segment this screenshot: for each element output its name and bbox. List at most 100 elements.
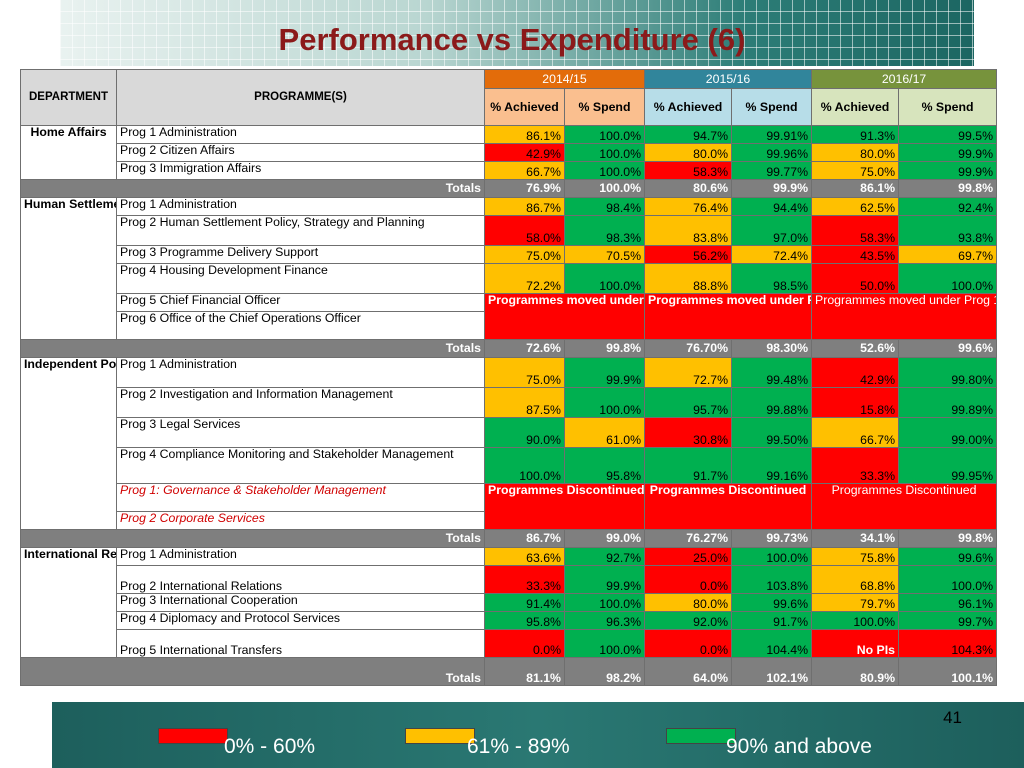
spend-header: % Spend [898,88,998,126]
legend-swatch-red [158,728,228,744]
value-cell: 100.0% [563,125,646,144]
value-cell: 61.0% [563,417,646,448]
performance-table: DEPARTMENT PROGRAMME(S) 2014/15 2015/16 … [20,69,998,686]
value-cell: 99.9% [898,143,998,162]
value-cell: 98.3% [563,215,646,246]
table-row: Prog 4 Compliance Monitoring and Stakeho… [21,447,998,484]
value-cell: 98.5% [731,263,813,294]
value-cell: 50.0% [811,263,900,294]
value-cell: 100.0% [811,611,900,630]
value-cell: 66.7% [484,161,565,180]
value-cell: 0.0% [644,565,733,594]
spend-header: % Spend [563,88,646,126]
value-cell: 56.2% [644,245,733,264]
legend-label: 61% - 89% [467,735,570,758]
page-number: 41 [943,708,962,727]
value-cell: 99.48% [731,357,813,388]
discontinued-note: Programmes Discontinued [811,483,998,530]
value-cell: 99.77% [731,161,813,180]
value-cell: 94.7% [644,125,733,144]
totals-label: Totals [20,657,485,686]
legend-swatch-green [666,728,736,744]
total-cell: 80.6% [644,179,733,198]
legend-item-green: 90% and above [666,728,882,760]
value-cell: 99.9% [563,565,646,594]
programme-cell: Prog 4 Housing Development Finance [116,263,485,294]
value-cell: 100.0% [563,387,646,418]
value-cell: 99.5% [898,125,998,144]
value-cell: 42.9% [811,357,900,388]
totals-label: Totals [20,179,485,198]
value-cell: 99.6% [731,593,813,612]
value-cell: 100.0% [731,547,813,566]
table-row: Prog 5 Chief Financial Officer Programme… [21,293,998,340]
value-cell: 92.0% [644,611,733,630]
total-cell: 98.30% [731,339,813,358]
value-cell: 58.3% [811,215,900,246]
value-cell: 0.0% [484,629,565,658]
total-cell: 52.6% [811,339,900,358]
value-cell: 66.7% [811,417,900,448]
programme-cell: Prog 2 Investigation and Information Man… [116,387,485,418]
value-cell: 100.0% [898,263,998,294]
achieved-header: % Achieved [644,88,733,126]
table-row: Prog 5 International Transfers 0.0% 100.… [21,629,998,658]
year-header-2014: 2014/15 [483,69,646,89]
value-cell: 91.7% [731,611,813,630]
programmes-header: PROGRAMME(S) [116,69,485,126]
total-cell: 76.9% [484,179,565,198]
value-cell: 33.3% [484,565,565,594]
value-cell: 75.8% [811,547,900,566]
programme-cell: Prog 6 Office of the Chief Operations Of… [116,311,485,340]
value-cell: 100.0% [563,143,646,162]
programme-cell: Prog 1: Governance & Stakeholder Managem… [116,483,485,512]
value-cell: 25.0% [644,547,733,566]
table-row: Prog 3 Programme Delivery Support 75.0% … [21,245,998,264]
programme-cell: Prog 2 Citizen Affairs [116,143,485,162]
value-cell: 30.8% [644,417,733,448]
value-cell: 99.16% [731,447,813,484]
table-row: Prog 2 Investigation and Information Man… [21,387,998,418]
value-cell: 98.4% [563,197,646,216]
value-cell: 80.0% [811,143,900,162]
programme-cell: Prog 3 Immigration Affairs [116,161,485,180]
total-cell: 99.8% [563,339,646,358]
table-row: Home Affairs Prog 1 Administration 86.1%… [20,125,998,180]
table-row: Prog 4 Diplomacy and Protocol Services 9… [21,611,998,630]
discontinued-note: Programmes Discontinued [644,483,813,530]
value-cell: 70.5% [563,245,646,264]
value-cell: 80.0% [644,593,733,612]
moved-note: Programmes moved under Prog 1 Admin [644,293,813,340]
total-cell: 99.73% [731,529,813,548]
programme-cell: Prog 1 Administration [116,125,485,144]
legend-label: 0% - 60% [224,735,316,758]
programme-cell: Prog 2 Human Settlement Policy, Strategy… [116,215,485,246]
total-cell: 99.0% [563,529,646,548]
value-cell: 58.0% [484,215,565,246]
value-cell: 33.3% [811,447,900,484]
programme-cell: Prog 1 Administration [116,197,485,216]
value-cell: 90.0% [484,417,565,448]
moved-note: Programmes moved under Prog 1 Amin [811,293,998,340]
value-cell: 92.4% [898,197,998,216]
value-cell: 72.7% [644,357,733,388]
year-header-2015: 2015/16 [644,69,813,89]
table-row: Prog 3 International Cooperation 91.4% 1… [21,593,998,612]
value-cell: 100.0% [563,263,646,294]
totals-row: Totals 76.9% 100.0% 80.6% 99.9% 86.1% 99… [20,179,998,198]
totals-label: Totals [20,529,485,548]
value-cell: 99.96% [731,143,813,162]
value-cell: 99.7% [898,611,998,630]
value-cell: 86.7% [484,197,565,216]
value-cell: 99.00% [898,417,998,448]
value-cell: 75.0% [484,245,565,264]
total-cell: 86.7% [484,529,565,548]
table-row: Independent Police Investigative Police … [20,357,998,530]
legend-label: 90% and above [726,735,872,758]
value-cell: No PIs [811,629,900,658]
value-cell: 103.8% [731,565,813,594]
programme-cell: Prog 2 Corporate Services [116,511,485,530]
programme-cell: Prog 5 International Transfers [116,629,485,658]
value-cell: 95.8% [484,611,565,630]
value-cell: 104.3% [898,629,998,658]
